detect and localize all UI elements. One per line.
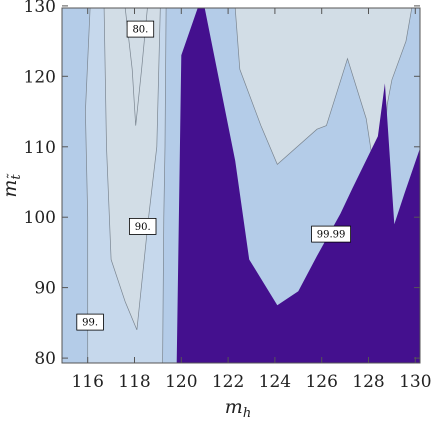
contour-region-80-3 [234, 8, 413, 211]
y-tick-label: 100 [24, 208, 56, 228]
y-tick-label: 120 [24, 67, 56, 87]
plot-frame [61, 7, 421, 364]
contour-regions [85, 8, 420, 363]
x-tick-label: 130 [399, 372, 431, 392]
contour-label-text: 90. [135, 222, 151, 233]
x-tick-label: 116 [71, 372, 103, 392]
contour-region-99_99-4 [176, 8, 420, 363]
y-axis-label-subscript: t̃ [7, 173, 24, 179]
contour-region-90-1 [103, 8, 161, 331]
x-tick-label: 128 [352, 372, 384, 392]
contour-label-text: 99.99 [317, 230, 346, 241]
y-tick-label: 80 [34, 349, 56, 369]
contour-label-3: 99.99 [311, 225, 352, 243]
contour-label-2: 99. [76, 313, 104, 331]
contour-label-box [76, 313, 104, 331]
contour-label-box [128, 217, 157, 235]
x-tick-label: 126 [305, 372, 337, 392]
contour-labels: 80. 90. 99. 99.99 [76, 20, 352, 331]
x-tick-label: 120 [165, 372, 197, 392]
x-tick-label: 118 [118, 372, 150, 392]
y-tick-label: 130 [24, 0, 56, 17]
x-tick-label: 124 [259, 372, 291, 392]
x-tick-label: 122 [212, 372, 244, 392]
contour-label-0: 80. [126, 20, 155, 38]
contour-label-1: 90. [128, 217, 157, 235]
y-axis-label: mt̃ [0, 173, 24, 197]
x-axis: 116 118 120 122 124 126 128 130 [71, 8, 432, 392]
y-axis: 80 90 100 110 120 130 [24, 0, 420, 369]
contour-label-box [311, 225, 352, 243]
x-axis-label-subscript: h [243, 406, 251, 421]
contour-label-text: 99. [82, 318, 98, 329]
contour-label-box [126, 20, 155, 38]
y-tick-label: 110 [24, 138, 56, 158]
x-axis-label: mh [225, 396, 251, 421]
contour-label-text: 80. [132, 25, 148, 36]
y-tick-label: 90 [34, 279, 56, 299]
